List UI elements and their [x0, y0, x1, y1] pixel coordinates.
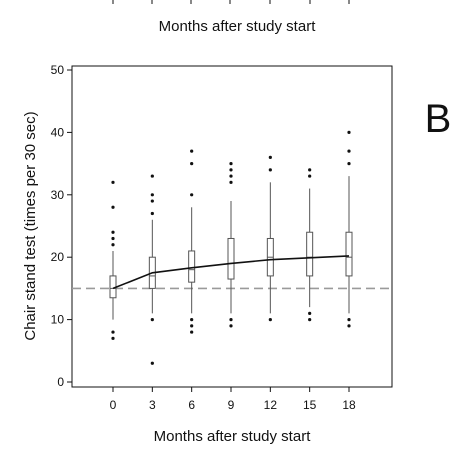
outlier-point [268, 155, 272, 159]
outlier-point [190, 193, 194, 197]
outlier-point [229, 162, 233, 166]
x-tick-label: 6 [188, 398, 195, 412]
x-tick-label: 9 [228, 398, 235, 412]
outlier-point [190, 318, 194, 322]
axes-layer: 0 10 20 30 40 50 0 3 6 9 12 15 18 [51, 63, 356, 412]
outlier-point [347, 324, 351, 328]
box-9 [227, 201, 235, 314]
y-tick-label: 10 [51, 313, 65, 327]
outlier-point [111, 180, 115, 184]
outlier-point [190, 149, 194, 153]
top-strip: Months after study start [112, 0, 350, 35]
outlier-point [308, 168, 312, 172]
outlier-point [111, 243, 115, 247]
x-tick-label: 15 [303, 398, 317, 412]
box-18 [345, 176, 353, 314]
boxes-layer [109, 176, 353, 320]
box-body [345, 231, 353, 277]
outlier-point [347, 149, 351, 153]
outlier-point [268, 318, 272, 322]
outlier-point [150, 174, 154, 178]
panel-label: B [425, 97, 452, 141]
outlier-point [229, 174, 233, 178]
mean-line [112, 255, 350, 290]
outlier-point [308, 174, 312, 178]
box-body [227, 237, 235, 280]
outlier-point [308, 311, 312, 315]
outlier-point [347, 162, 351, 166]
outlier-point [347, 318, 351, 322]
box-6 [188, 207, 196, 314]
plot-frame [71, 65, 393, 388]
outlier-point [308, 318, 312, 322]
box-15 [306, 188, 314, 308]
top-strip-xlabel: Months after study start [159, 18, 317, 35]
outlier-point [229, 324, 233, 328]
outlier-point [111, 336, 115, 340]
outlier-point [150, 361, 154, 365]
x-tick-label: 18 [342, 398, 356, 412]
x-axis-label: Months after study start [154, 428, 312, 445]
outlier-point [190, 330, 194, 334]
box-body [306, 231, 314, 277]
outlier-point [111, 330, 115, 334]
outlier-point [268, 168, 272, 172]
x-tick-label: 0 [110, 398, 117, 412]
box-0 [109, 250, 117, 320]
outliers-layer [111, 130, 351, 365]
y-tick-label: 0 [57, 375, 64, 389]
outlier-point [111, 236, 115, 241]
y-tick-label: 20 [51, 250, 65, 264]
outlier-point [190, 162, 194, 166]
y-tick-label: 40 [51, 125, 65, 139]
outlier-point [229, 180, 233, 184]
mean-line-layer [112, 255, 350, 290]
outlier-point [150, 193, 154, 197]
outlier-point [150, 211, 154, 216]
y-axis-label: Chair stand test (times per 30 sec) [22, 111, 39, 340]
box-body [188, 250, 196, 283]
outlier-point [190, 324, 194, 328]
outlier-point [111, 205, 115, 209]
y-tick-label: 50 [51, 63, 65, 77]
outlier-point [150, 199, 154, 203]
box-12 [266, 182, 274, 314]
outlier-point [347, 130, 351, 134]
outlier-point [150, 318, 154, 322]
box-3 [148, 219, 156, 314]
outlier-point [229, 168, 233, 172]
y-tick-label: 30 [51, 188, 65, 202]
x-tick-label: 12 [264, 398, 278, 412]
outlier-point [111, 230, 115, 234]
outlier-point [229, 318, 233, 322]
top-strip-ticks [112, 0, 350, 4]
x-tick-label: 3 [149, 398, 156, 412]
